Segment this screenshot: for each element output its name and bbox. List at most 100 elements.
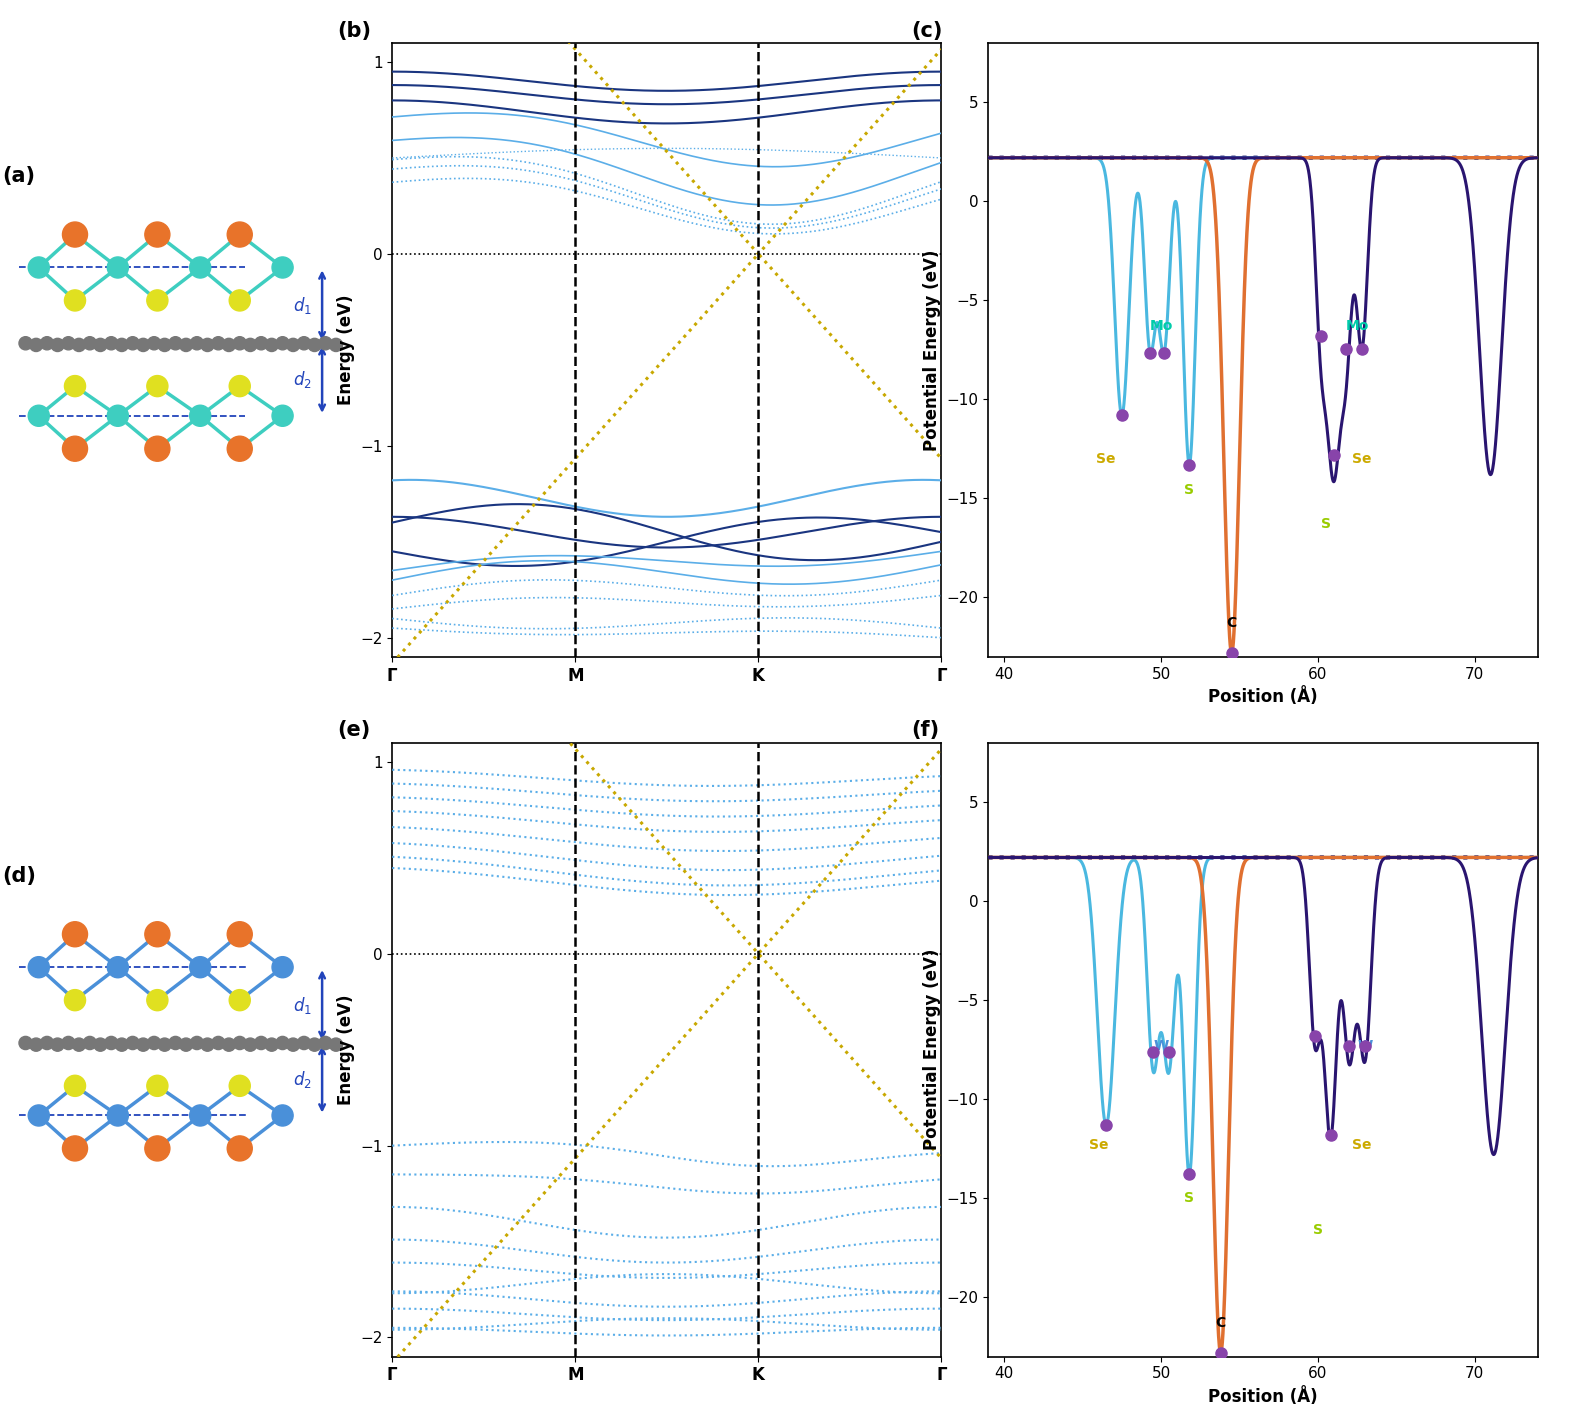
Circle shape [64,376,86,397]
Text: (f): (f) [912,720,940,741]
Y-axis label: Potential Energy (eV): Potential Energy (eV) [923,248,941,451]
Text: $d_1$: $d_1$ [293,994,312,1015]
Text: S: S [1185,1191,1194,1205]
Circle shape [105,1037,118,1050]
Circle shape [147,1075,168,1097]
Circle shape [147,337,160,350]
Circle shape [115,338,129,351]
Circle shape [190,337,204,350]
Circle shape [298,1037,311,1050]
Circle shape [243,338,257,351]
Text: C: C [1227,615,1236,630]
Circle shape [144,436,169,461]
Circle shape [137,1038,149,1051]
Text: $d_2$: $d_2$ [293,368,312,390]
Circle shape [63,1135,88,1161]
Circle shape [212,337,224,350]
Circle shape [308,1038,322,1051]
Circle shape [64,990,86,1011]
Circle shape [61,337,75,350]
Circle shape [243,1038,257,1051]
X-axis label: Position (Å): Position (Å) [1208,687,1318,705]
Text: Mo: Mo [1150,318,1172,333]
Circle shape [30,1038,42,1051]
Circle shape [254,1037,268,1050]
Circle shape [28,957,49,978]
Circle shape [276,1037,289,1050]
Circle shape [229,1075,251,1097]
Circle shape [64,1075,86,1097]
Circle shape [169,337,182,350]
Circle shape [265,1038,278,1051]
X-axis label: Position (Å): Position (Å) [1208,1387,1318,1405]
Circle shape [308,338,322,351]
Circle shape [72,338,86,351]
Circle shape [50,338,64,351]
Circle shape [28,406,49,427]
Text: (d): (d) [3,865,36,885]
Circle shape [223,1038,235,1051]
Circle shape [28,257,49,278]
Circle shape [271,406,293,427]
Circle shape [254,337,268,350]
Circle shape [144,1135,169,1161]
Circle shape [147,990,168,1011]
Circle shape [158,338,171,351]
Circle shape [190,1037,204,1050]
Text: Se: Se [1089,1138,1108,1151]
Circle shape [19,337,31,350]
Circle shape [63,221,88,247]
Text: Se: Se [1352,451,1371,466]
Circle shape [83,337,96,350]
Circle shape [83,1037,96,1050]
Circle shape [190,957,210,978]
Circle shape [228,221,253,247]
Circle shape [107,957,129,978]
Circle shape [105,337,118,350]
Text: (c): (c) [912,20,943,41]
Circle shape [271,257,293,278]
Text: Mo: Mo [1346,318,1368,333]
Text: C: C [1216,1315,1225,1329]
Y-axis label: Energy (eV): Energy (eV) [337,294,355,406]
Text: $d_1$: $d_1$ [293,294,312,316]
Text: S: S [1313,1222,1323,1237]
Circle shape [63,436,88,461]
Y-axis label: Energy (eV): Energy (eV) [337,994,355,1105]
Circle shape [319,1037,333,1050]
Circle shape [30,338,42,351]
Circle shape [147,1037,160,1050]
Circle shape [229,376,251,397]
Circle shape [41,1037,53,1050]
Text: $d_2$: $d_2$ [293,1068,312,1090]
Circle shape [287,1038,300,1051]
Circle shape [107,1105,129,1127]
Y-axis label: Potential Energy (eV): Potential Energy (eV) [923,948,941,1151]
Circle shape [234,1037,246,1050]
Circle shape [265,338,278,351]
Circle shape [64,290,86,311]
Circle shape [276,337,289,350]
Circle shape [287,338,300,351]
Text: (b): (b) [337,20,372,41]
Text: (e): (e) [337,720,370,741]
Circle shape [115,1038,129,1051]
Circle shape [147,290,168,311]
Circle shape [137,338,149,351]
Circle shape [179,1038,193,1051]
Circle shape [107,406,129,427]
Text: Se: Se [1352,1138,1371,1151]
Circle shape [144,921,169,947]
Circle shape [126,1037,140,1050]
Circle shape [28,1105,49,1127]
Text: S: S [1185,484,1194,497]
Text: W: W [1357,1038,1373,1052]
Circle shape [61,1037,75,1050]
Circle shape [169,1037,182,1050]
Circle shape [228,1135,253,1161]
Circle shape [190,257,210,278]
Circle shape [190,1105,210,1127]
Circle shape [201,338,213,351]
Circle shape [50,1038,64,1051]
Circle shape [228,921,253,947]
